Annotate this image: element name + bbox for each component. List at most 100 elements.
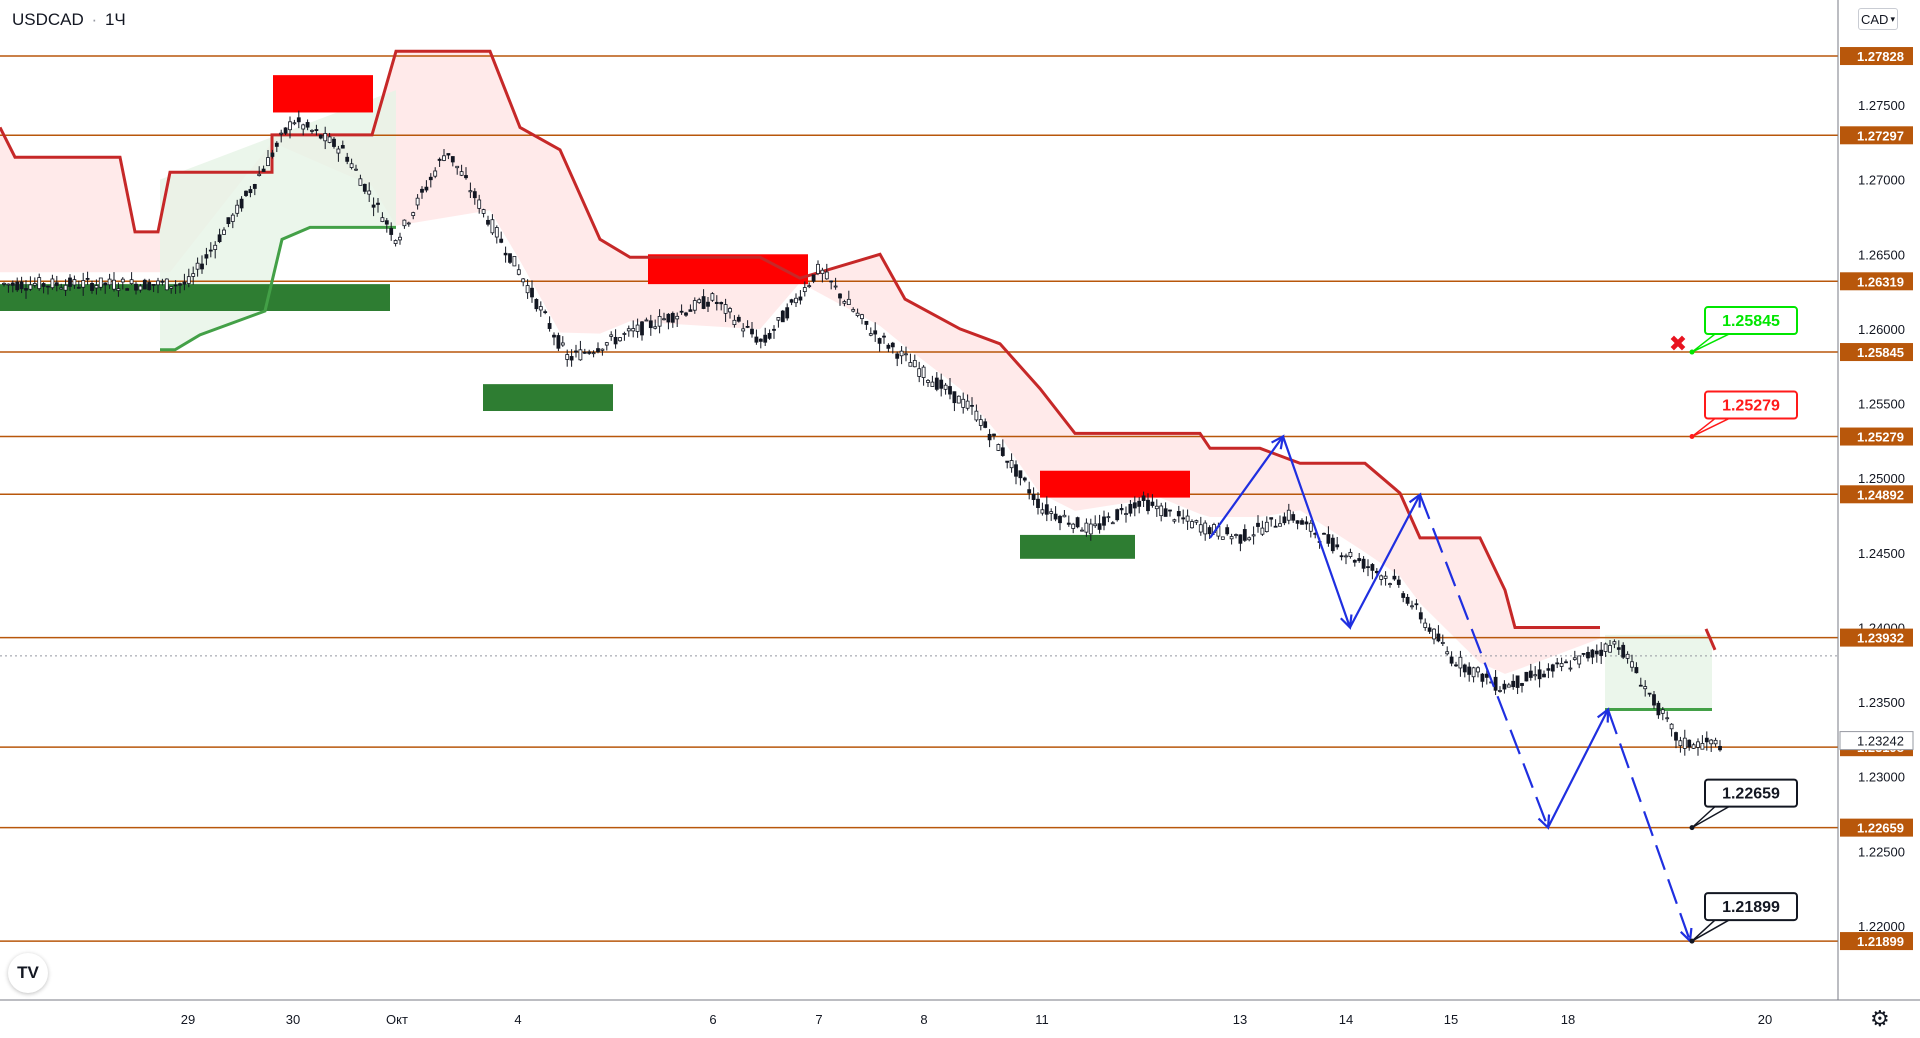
- candle-body: [76, 286, 81, 289]
- time-tick-label: 29: [181, 1012, 195, 1027]
- candle-body: [789, 299, 794, 303]
- candle-body: [706, 301, 710, 307]
- candle-body: [54, 282, 59, 286]
- candle-body: [1709, 739, 1714, 745]
- candle-body: [1058, 515, 1062, 524]
- callout-box: [1704, 778, 1798, 808]
- candle-body: [1410, 605, 1414, 608]
- candle-body: [987, 433, 992, 441]
- candle-body: [1427, 627, 1432, 632]
- candle-body: [604, 342, 609, 346]
- candle-body: [1445, 651, 1450, 655]
- candle-body: [560, 342, 565, 346]
- candle-body: [1581, 653, 1586, 655]
- candle-body: [10, 282, 15, 286]
- candle-body: [591, 352, 596, 355]
- candle-body: [1000, 447, 1005, 456]
- candle-body: [1440, 641, 1445, 644]
- callout-box: [1704, 390, 1798, 420]
- candle-body: [1097, 523, 1102, 530]
- candle-body: [710, 293, 715, 301]
- candle-body: [116, 288, 121, 291]
- candle-body: [72, 279, 77, 286]
- candle-body: [1080, 529, 1084, 532]
- candle-body: [1691, 744, 1696, 749]
- tradingview-logo[interactable]: TV: [8, 953, 48, 993]
- candle-body: [1361, 558, 1366, 569]
- candle-body: [15, 281, 20, 291]
- candle-body: [191, 273, 196, 277]
- price-tick-label: 1.25500: [1858, 397, 1905, 412]
- candle-body: [1401, 593, 1406, 598]
- candle-body: [842, 301, 847, 304]
- candle-body: [921, 366, 926, 378]
- candle-body: [1172, 519, 1177, 522]
- candle-body: [1124, 513, 1128, 515]
- time-tick-label: 18: [1561, 1012, 1575, 1027]
- candle-body: [1493, 676, 1498, 691]
- candle-body: [1590, 649, 1595, 658]
- candle-body: [635, 324, 640, 332]
- candle-body: [1370, 564, 1375, 571]
- currency-button[interactable]: CAD ▾: [1858, 8, 1898, 30]
- candle-body: [1137, 500, 1142, 507]
- candle-body: [486, 219, 490, 225]
- candle-body: [68, 277, 72, 287]
- trailing-support-line: [160, 225, 396, 352]
- candle-body: [750, 328, 754, 335]
- candle-body: [1159, 505, 1164, 517]
- candle-body: [1379, 575, 1384, 580]
- candle-body: [1366, 566, 1370, 569]
- candle-body: [28, 284, 33, 290]
- callout-pointer: [1691, 919, 1730, 942]
- candle-body: [81, 280, 86, 288]
- candle-body: [1066, 522, 1071, 525]
- callouts-layer: 1.25845 ✖ 1.25279 1.22659 1.21899: [1669, 306, 1798, 944]
- level-price-tag: [1840, 628, 1913, 647]
- candle-body: [688, 309, 693, 312]
- candle-body: [1423, 622, 1428, 628]
- candle-body: [1454, 664, 1458, 667]
- candle-body: [1269, 517, 1274, 520]
- candle-body: [943, 384, 948, 390]
- candle-body: [961, 398, 966, 408]
- candle-body: [279, 132, 284, 135]
- candle-body: [494, 227, 499, 238]
- candle-body: [1682, 737, 1687, 749]
- candle-body: [37, 277, 42, 289]
- candle-body: [556, 335, 561, 349]
- price-tick-label: 1.26500: [1858, 247, 1905, 262]
- candle-body: [1084, 522, 1089, 533]
- candle-body: [274, 142, 279, 147]
- candle-body: [864, 320, 869, 325]
- candle-body: [609, 334, 614, 337]
- candle-body: [490, 219, 495, 234]
- candle-body: [1612, 641, 1617, 645]
- candle-body: [1630, 661, 1634, 668]
- gear-icon[interactable]: ⚙: [1870, 1006, 1890, 1031]
- price-tick-label: 1.27000: [1858, 173, 1905, 188]
- forecast-arrowhead: [1340, 614, 1353, 630]
- candle-body: [446, 153, 451, 156]
- candle-body: [481, 209, 486, 214]
- candle-body: [204, 254, 209, 259]
- zones-layer: [0, 75, 1190, 559]
- candle-body: [230, 214, 235, 222]
- symbol-title[interactable]: USDCAD · 1Ч: [12, 10, 126, 30]
- candle-body: [1154, 505, 1159, 510]
- candle-body: [1498, 690, 1502, 692]
- candle-body: [1005, 460, 1010, 463]
- candle-body: [1203, 522, 1208, 535]
- candle-body: [349, 163, 354, 168]
- candle-body: [1022, 477, 1027, 481]
- candle-body: [908, 362, 913, 367]
- candle-body: [1669, 723, 1674, 730]
- candle-body: [292, 122, 297, 125]
- candle-body: [1638, 684, 1643, 687]
- forecast-segment: [1606, 709, 1692, 942]
- support-zone: [0, 284, 390, 311]
- candle-body: [679, 310, 684, 313]
- candle-body: [723, 304, 728, 314]
- candle-body: [763, 334, 768, 343]
